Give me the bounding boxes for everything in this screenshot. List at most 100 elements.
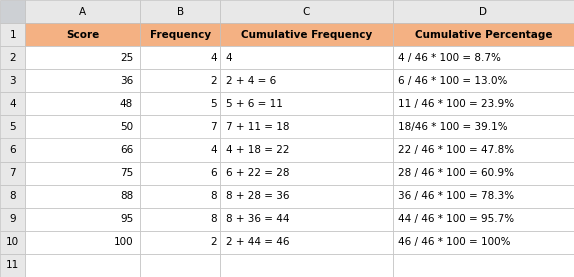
Bar [220, 185, 393, 208]
Text: 10: 10 [6, 237, 19, 247]
Text: Cumulative Percentage: Cumulative Percentage [414, 30, 552, 40]
Text: 8: 8 [9, 191, 16, 201]
Bar [140, 69, 220, 92]
Bar [220, 46, 393, 69]
Text: 9: 9 [9, 214, 16, 224]
Text: 7: 7 [9, 168, 16, 178]
Bar [220, 138, 393, 161]
Bar [393, 69, 574, 92]
Bar [25, 138, 140, 161]
Text: 18/46 * 100 = 39.1%: 18/46 * 100 = 39.1% [398, 122, 507, 132]
Text: 4: 4 [211, 53, 217, 63]
Bar [25, 23, 140, 46]
Bar [140, 0, 220, 23]
Bar [140, 161, 220, 185]
Text: B: B [177, 7, 184, 17]
Text: 6 + 22 = 28: 6 + 22 = 28 [226, 168, 289, 178]
Bar [0, 46, 25, 69]
Bar [0, 231, 25, 254]
Bar [140, 138, 220, 161]
Text: 3: 3 [9, 76, 16, 86]
Bar [140, 46, 220, 69]
Bar [220, 23, 393, 46]
Text: D: D [479, 7, 487, 17]
Text: 5: 5 [9, 122, 16, 132]
Bar [0, 116, 25, 138]
Text: 5: 5 [211, 99, 217, 109]
Text: 1: 1 [9, 30, 16, 40]
Bar [0, 254, 25, 277]
Bar [220, 116, 393, 138]
Bar [25, 92, 140, 116]
Text: 2: 2 [211, 237, 217, 247]
Text: 8: 8 [211, 191, 217, 201]
Bar [0, 0, 25, 23]
Bar [140, 254, 220, 277]
Text: 95: 95 [120, 214, 133, 224]
Text: 4: 4 [226, 53, 232, 63]
Bar [25, 116, 140, 138]
Bar [393, 23, 574, 46]
Bar [25, 185, 140, 208]
Text: 4: 4 [211, 145, 217, 155]
Text: 11 / 46 * 100 = 23.9%: 11 / 46 * 100 = 23.9% [398, 99, 514, 109]
Text: 48: 48 [120, 99, 133, 109]
Text: 4 / 46 * 100 = 8.7%: 4 / 46 * 100 = 8.7% [398, 53, 501, 63]
Text: 36 / 46 * 100 = 78.3%: 36 / 46 * 100 = 78.3% [398, 191, 514, 201]
Text: A: A [79, 7, 86, 17]
Bar [140, 116, 220, 138]
Bar [393, 116, 574, 138]
Bar [393, 0, 574, 23]
Bar [25, 254, 140, 277]
Text: 7 + 11 = 18: 7 + 11 = 18 [226, 122, 289, 132]
Text: 100: 100 [114, 237, 133, 247]
Text: 36: 36 [120, 76, 133, 86]
Text: 75: 75 [120, 168, 133, 178]
Bar [0, 208, 25, 231]
Text: 66: 66 [120, 145, 133, 155]
Text: 22 / 46 * 100 = 47.8%: 22 / 46 * 100 = 47.8% [398, 145, 514, 155]
Text: 11: 11 [6, 260, 20, 270]
Text: 2 + 4 = 6: 2 + 4 = 6 [226, 76, 276, 86]
Text: C: C [303, 7, 310, 17]
Bar [25, 46, 140, 69]
Bar [140, 185, 220, 208]
Bar [393, 208, 574, 231]
Bar [140, 208, 220, 231]
Text: 25: 25 [120, 53, 133, 63]
Bar [220, 254, 393, 277]
Text: 2: 2 [9, 53, 16, 63]
Text: 6: 6 [9, 145, 16, 155]
Text: Cumulative Frequency: Cumulative Frequency [241, 30, 372, 40]
Bar [393, 185, 574, 208]
Bar [0, 161, 25, 185]
Text: 7: 7 [211, 122, 217, 132]
Bar [220, 69, 393, 92]
Text: 28 / 46 * 100 = 60.9%: 28 / 46 * 100 = 60.9% [398, 168, 514, 178]
Bar [0, 69, 25, 92]
Bar [220, 92, 393, 116]
Bar [393, 231, 574, 254]
Bar [0, 23, 25, 46]
Bar [0, 138, 25, 161]
Bar [220, 231, 393, 254]
Text: 50: 50 [120, 122, 133, 132]
Text: 44 / 46 * 100 = 95.7%: 44 / 46 * 100 = 95.7% [398, 214, 514, 224]
Text: 88: 88 [120, 191, 133, 201]
Bar [25, 69, 140, 92]
Text: 8 + 36 = 44: 8 + 36 = 44 [226, 214, 289, 224]
Bar [140, 231, 220, 254]
Text: 2: 2 [211, 76, 217, 86]
Text: 4: 4 [9, 99, 16, 109]
Bar [220, 161, 393, 185]
Text: 46 / 46 * 100 = 100%: 46 / 46 * 100 = 100% [398, 237, 510, 247]
Bar [220, 208, 393, 231]
Bar [25, 161, 140, 185]
Text: 5 + 6 = 11: 5 + 6 = 11 [226, 99, 282, 109]
Bar [393, 138, 574, 161]
Text: 8 + 28 = 36: 8 + 28 = 36 [226, 191, 289, 201]
Bar [25, 208, 140, 231]
Bar [220, 0, 393, 23]
Text: 6 / 46 * 100 = 13.0%: 6 / 46 * 100 = 13.0% [398, 76, 507, 86]
Bar [140, 92, 220, 116]
